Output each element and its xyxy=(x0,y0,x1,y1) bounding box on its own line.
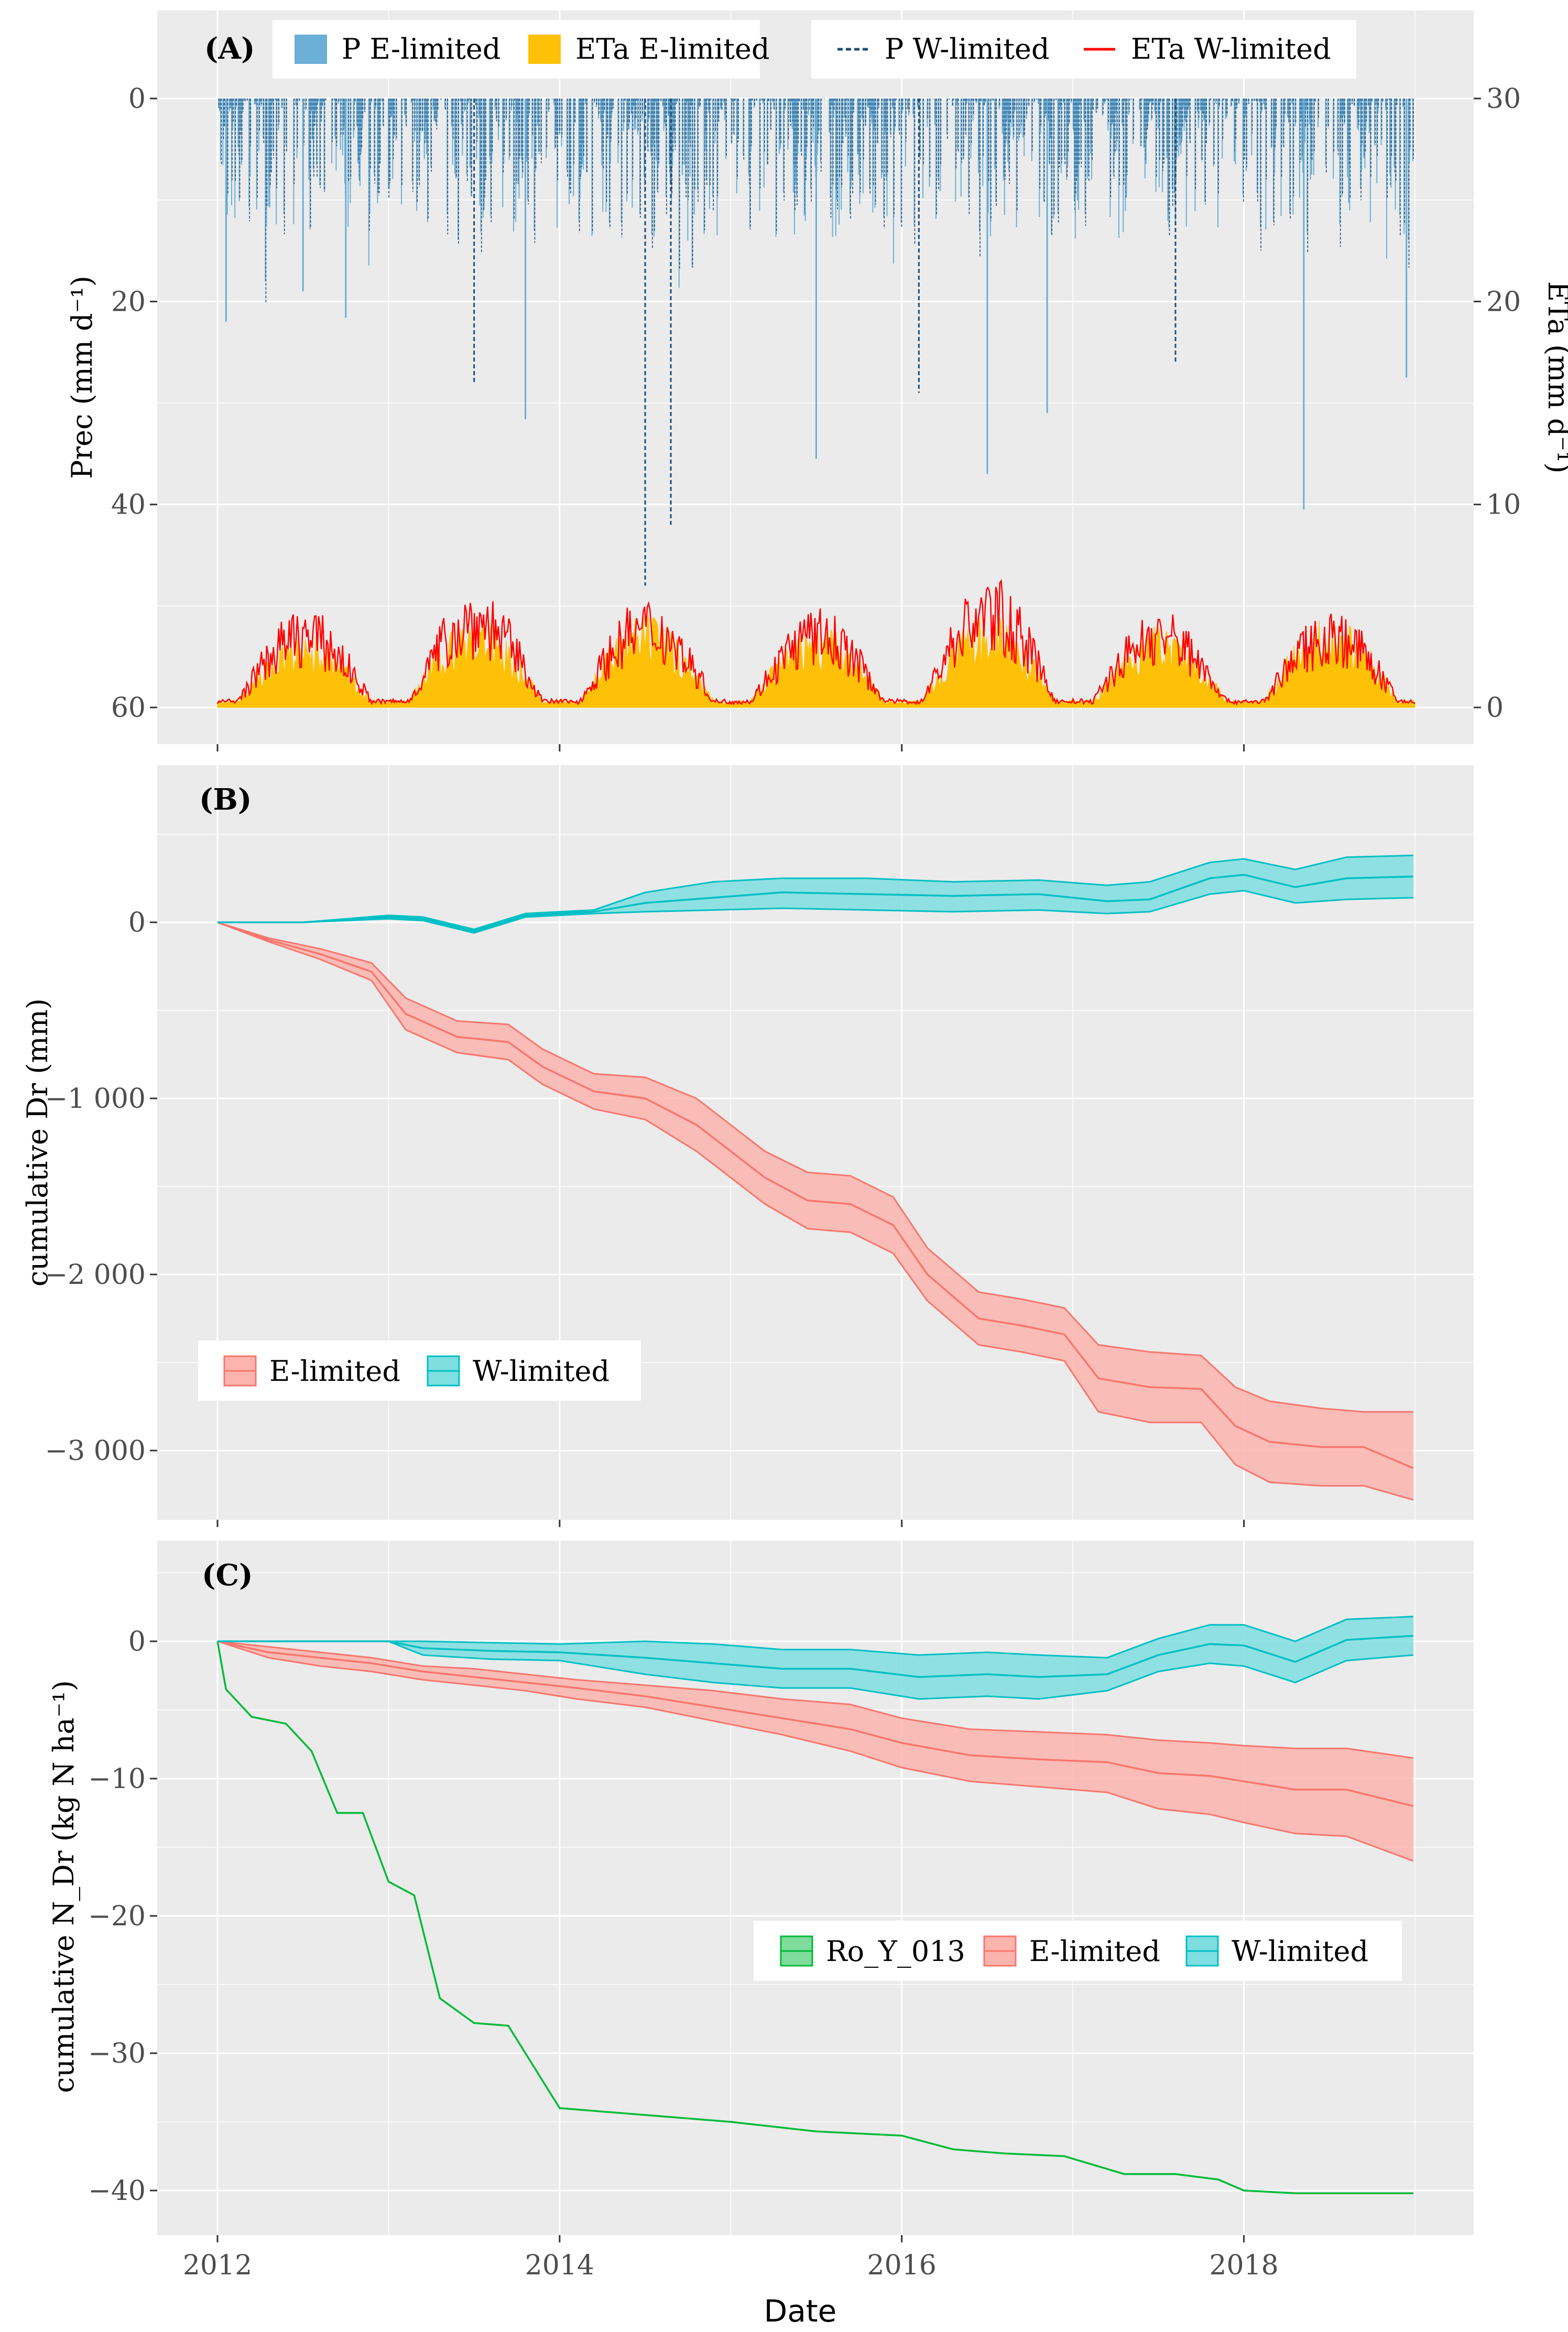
panel-b-tag: (B) xyxy=(199,782,252,817)
legend-label-p-e-limited: P E-limited xyxy=(342,32,500,66)
legend-label-w-limited: W-limited xyxy=(1232,1935,1368,1968)
x-tick-label: 2018 xyxy=(1209,2250,1278,2281)
panel-b-legend: E-limited W-limited xyxy=(198,1341,641,1401)
legend-key-eta-e-limited xyxy=(528,35,561,64)
upper-line-e-limited xyxy=(217,921,1413,1413)
y-tick-label: 0 xyxy=(128,1626,146,1658)
y-tick-label: 60 xyxy=(111,692,146,724)
ribbon-e-limited xyxy=(217,1641,1413,1861)
x-tick-label: 2014 xyxy=(525,2250,594,2281)
x-tick-label: 2012 xyxy=(183,2250,252,2281)
panel-a-eta xyxy=(216,579,1415,708)
legend-label-w-limited: W-limited xyxy=(473,1355,609,1388)
legend-box xyxy=(754,1921,1402,1981)
legend-label-e-limited: E-limited xyxy=(269,1355,400,1388)
ribbon-w-limited xyxy=(217,1616,1413,1699)
panel-c-series xyxy=(216,1616,1414,2194)
panel-c-tag: (C) xyxy=(202,1558,253,1593)
y-tick-label: −1 000 xyxy=(45,1083,146,1115)
upper-line-w-limited xyxy=(217,854,1413,930)
legend-label-e-limited: E-limited xyxy=(1029,1935,1160,1968)
panel-b-ylabel: cumulative Dr (mm) xyxy=(21,998,54,1287)
y-tick-label: −2 000 xyxy=(45,1259,146,1291)
eta-w-limited-line xyxy=(216,579,1415,706)
y-tick-label: −10 xyxy=(88,1763,146,1795)
panel-a-ylabel-right: ETa (mm d⁻¹) xyxy=(1542,281,1568,473)
mean-line-e-limited xyxy=(217,921,1414,1469)
lower-line-e-limited xyxy=(217,921,1414,1501)
x-axis-tick-labels: 2012 2014 2016 2018 xyxy=(183,744,1279,2281)
panel-a-legend-right: P W-limited ETa W-limited xyxy=(811,20,1356,79)
panel-c: 0 −10 −20 −30 −40 (C) Ro_Y_013 E-limited W-l… xyxy=(47,1541,1474,2235)
y-tick-label: −20 xyxy=(88,1901,146,1932)
y-tick-label: 0 xyxy=(128,83,146,115)
lower-line-e-limited xyxy=(217,1640,1414,1862)
mean-line-ro-y-013 xyxy=(216,1641,1413,2194)
panel-a-ticks: 0 20 40 60 0 10 20 30 xyxy=(111,83,1521,724)
panel-a: 0 20 40 60 0 10 20 30 (A) P E-limited ETa E-lim… xyxy=(66,10,1568,744)
y-right-tick-label: 20 xyxy=(1486,286,1521,318)
panel-a-precipitation xyxy=(218,99,1415,586)
y-tick-label: 40 xyxy=(111,489,146,521)
upper-line-e-limited xyxy=(217,1640,1413,1759)
x-axis-title: Date xyxy=(764,2293,837,2329)
panel-a-legend-left: P E-limited ETa E-limited xyxy=(273,20,770,79)
lower-line-w-limited xyxy=(217,1640,1413,1700)
ribbon-w-limited xyxy=(217,855,1413,933)
panel-b-series xyxy=(217,854,1414,1501)
upper-line-w-limited xyxy=(217,1616,1413,1659)
x-tick-label: 2016 xyxy=(867,2250,937,2281)
panel-c-ylabel: cumulative N_Dr (kg N ha⁻¹) xyxy=(47,1680,80,2093)
panel-b: 0 −1 000 −2 000 −3 000 (B) E-limited W-limi… xyxy=(21,765,1474,1520)
y-right-tick-label: 10 xyxy=(1486,489,1521,521)
lower-line-w-limited xyxy=(217,889,1413,934)
mean-line-e-limited xyxy=(217,1640,1414,1807)
y-tick-label: 20 xyxy=(111,286,146,318)
mean-line-w-limited xyxy=(217,874,1413,932)
mean-line-w-limited xyxy=(217,1634,1413,1678)
panel-b-ticks: 0 −1 000 −2 000 −3 000 xyxy=(45,907,157,1467)
y-tick-label: −30 xyxy=(88,2038,146,2069)
legend-label-p-w-limited: P W-limited xyxy=(885,32,1050,66)
legend-label-ro-y-013: Ro_Y_013 xyxy=(826,1935,965,1968)
y-right-tick-label: 30 xyxy=(1486,83,1521,115)
y-tick-label: −3 000 xyxy=(45,1435,146,1467)
ribbon-e-limited xyxy=(217,922,1413,1500)
y-tick-label: −40 xyxy=(88,2175,146,2207)
panel-c-ticks: 0 −10 −20 −30 −40 xyxy=(88,1626,157,2207)
legend-box xyxy=(273,20,760,79)
legend-box xyxy=(198,1341,641,1401)
legend-key-p-e-limited xyxy=(295,35,327,64)
panel-a-ylabel-left: Prec (mm d⁻¹) xyxy=(66,276,99,479)
y-right-tick-label: 0 xyxy=(1486,692,1504,724)
panel-c-legend: Ro_Y_013 E-limited W-limited xyxy=(754,1921,1402,1981)
legend-label-eta-e-limited: ETa E-limited xyxy=(575,32,770,66)
legend-label-eta-w-limited: ETa W-limited xyxy=(1131,32,1331,66)
y-tick-label: 0 xyxy=(128,907,146,939)
panel-a-tag: (A) xyxy=(204,31,255,66)
